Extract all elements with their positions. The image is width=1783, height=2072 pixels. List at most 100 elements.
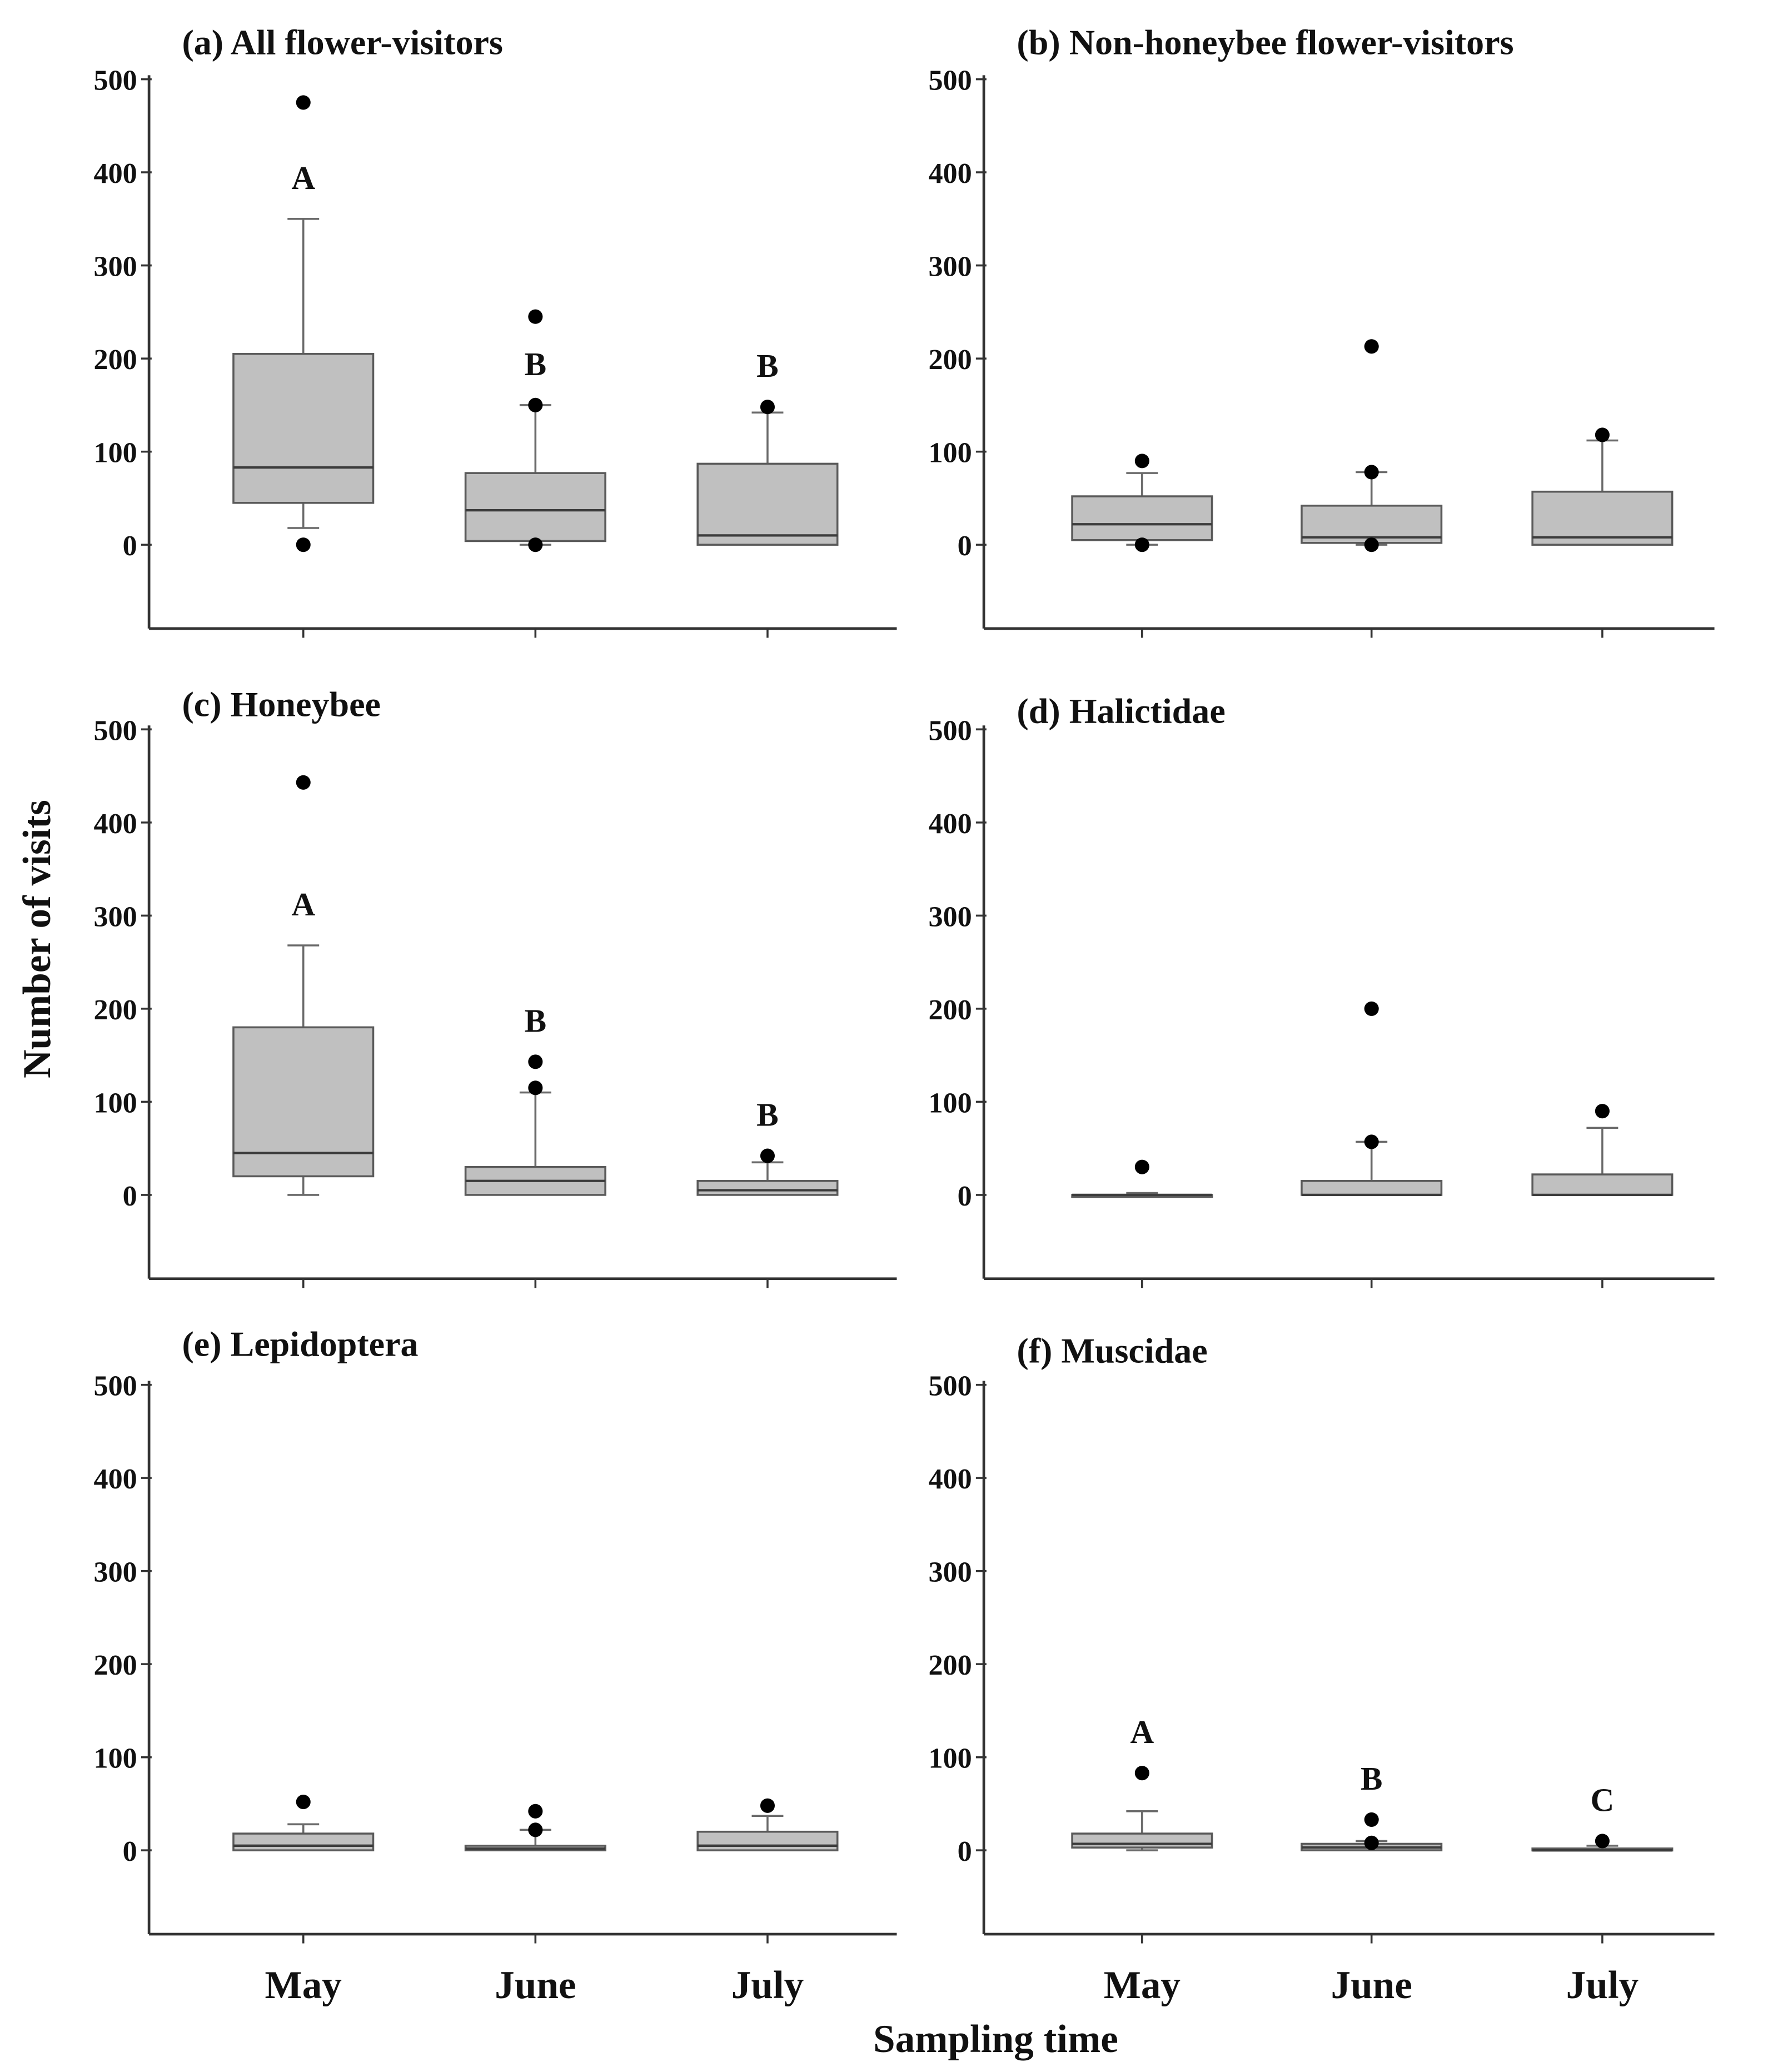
outlier-point [1364, 1812, 1379, 1827]
panel-title: (e) Lepidoptera [182, 1324, 418, 1363]
box-june [1301, 339, 1443, 638]
y-tick-label: 300 [928, 1556, 972, 1588]
y-tick-label: 500 [93, 64, 137, 97]
outlier-point [528, 1080, 543, 1095]
x-category-label-june: June [495, 1964, 576, 2007]
outlier-point [1364, 339, 1379, 354]
y-tick-label: 200 [93, 1649, 137, 1681]
y-tick-label: 500 [928, 1370, 972, 1402]
y-tick-label: 300 [93, 251, 137, 283]
iqr-box [1531, 490, 1674, 546]
x-axis-title: Sampling time [873, 2018, 1118, 2061]
box-june: B [1301, 1760, 1443, 1944]
y-axis-title: Number of visits [16, 800, 59, 1078]
outlier-point [296, 95, 311, 110]
y-tick-label: 300 [928, 251, 972, 283]
outlier-point [1364, 1134, 1379, 1149]
significance-letter: C [1591, 1781, 1615, 1818]
y-tick-label: 200 [928, 343, 972, 376]
box-may: A [1071, 1714, 1213, 1944]
y-tick-label: 400 [93, 1463, 137, 1495]
significance-letter: A [1130, 1714, 1154, 1750]
significance-letter: B [525, 346, 547, 382]
outlier-point [1595, 427, 1610, 442]
box-july: C [1531, 1781, 1674, 1944]
y-tick-label: 0 [123, 530, 137, 562]
iqr-box [696, 1180, 839, 1196]
iqr-box [232, 352, 375, 504]
y-tick-label: 100 [928, 1087, 972, 1119]
outlier-point [528, 397, 543, 412]
outlier-point [1134, 1766, 1149, 1781]
x-category-label-july: July [1566, 1964, 1639, 2007]
iqr-box [232, 1026, 375, 1178]
y-tick-label: 0 [958, 530, 972, 562]
outlier-point [1134, 454, 1149, 469]
box-may: A [232, 95, 375, 638]
outlier-point [528, 1804, 543, 1819]
y-tick-label: 500 [93, 1370, 137, 1402]
iqr-box [696, 1830, 839, 1851]
box-may [232, 1795, 375, 1944]
y-tick-label: 500 [928, 64, 972, 97]
panel-e: (e) Lepidoptera 0 100 200 300 400 500 [93, 1324, 897, 1944]
y-tick-label: 400 [928, 808, 972, 840]
outlier-point [296, 537, 311, 552]
outlier-point [296, 1795, 311, 1810]
outlier-point [760, 1148, 775, 1163]
x-category-label-july: July [731, 1964, 804, 2007]
iqr-box [1301, 1180, 1443, 1196]
panel-title: (a) All flower-visitors [182, 22, 502, 62]
x-category-label-may: May [1104, 1964, 1181, 2007]
iqr-box [1071, 495, 1213, 541]
panel-title: (f) Muscidae [1017, 1331, 1207, 1370]
box-july [1531, 427, 1674, 638]
panel-grid: (a) All flower-visitors 0 100 200 300 400 500 A… [93, 22, 1715, 1944]
significance-letter: B [756, 1097, 779, 1133]
box-june [1301, 1001, 1443, 1288]
y-tick-label: 0 [123, 1835, 137, 1867]
y-tick-label: 0 [123, 1180, 137, 1212]
panel-f: (f) Muscidae 0 100 200 300 400 500 A B C [928, 1331, 1715, 1944]
y-tick-label: 500 [928, 714, 972, 746]
box-may: A [232, 775, 375, 1288]
y-tick-label: 400 [93, 808, 137, 840]
y-tick-label: 100 [93, 437, 137, 469]
outlier-point [1364, 1835, 1379, 1850]
box-may [1071, 454, 1213, 638]
y-tick-label: 300 [928, 900, 972, 933]
outlier-point [528, 1822, 543, 1837]
y-tick-label: 500 [93, 714, 137, 746]
outlier-point [1595, 1104, 1610, 1119]
iqr-box [464, 472, 606, 542]
significance-letter: A [291, 886, 315, 923]
y-tick-label: 200 [928, 994, 972, 1026]
x-category-label-june: June [1331, 1964, 1412, 2007]
y-tick-label: 400 [928, 1463, 972, 1495]
outlier-point [1134, 537, 1149, 552]
y-tick-label: 400 [93, 157, 137, 190]
panel-c: (c) Honeybee 0 100 200 300 400 500 A B B [93, 685, 897, 1288]
box-july [696, 1798, 839, 1944]
iqr-box [1071, 1832, 1213, 1849]
outlier-point [1364, 537, 1379, 552]
outlier-point [296, 775, 311, 790]
outlier-point [528, 309, 543, 324]
y-tick-label: 200 [93, 994, 137, 1026]
significance-letter: B [525, 1002, 547, 1039]
iqr-box [1531, 1173, 1674, 1196]
outlier-point [1364, 465, 1379, 480]
y-tick-label: 0 [958, 1180, 972, 1212]
y-tick-label: 0 [958, 1835, 972, 1867]
outlier-point [1595, 1834, 1610, 1849]
outlier-point [760, 400, 775, 415]
box-july [1531, 1104, 1674, 1288]
panel-title: (c) Honeybee [182, 685, 380, 724]
outlier-point [528, 1054, 543, 1069]
y-tick-label: 100 [928, 1742, 972, 1775]
iqr-box [696, 462, 839, 546]
iqr-box [232, 1832, 375, 1851]
panel-d: (d) Halictidae 0 100 200 300 400 500 [928, 691, 1715, 1288]
panel-b: (b) Non-honeybee flower-visitors 0 100 200 3… [928, 22, 1715, 638]
y-tick-label: 100 [93, 1742, 137, 1775]
